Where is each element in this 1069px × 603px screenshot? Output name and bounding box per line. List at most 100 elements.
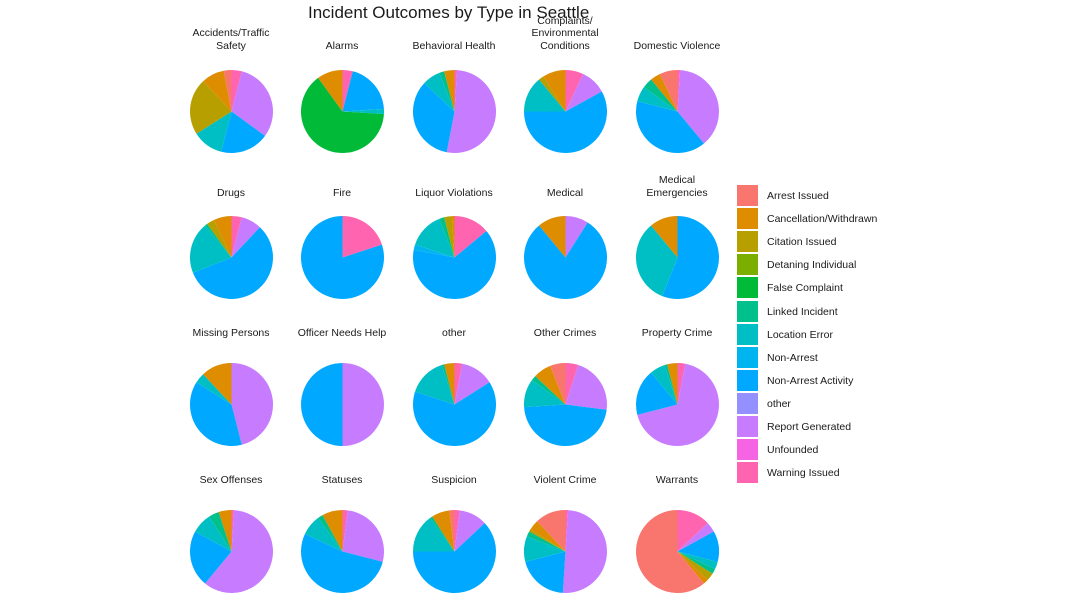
slice-domestic-violence-linked-incident	[643, 79, 677, 111]
slice-behavioral-health-report-generated	[446, 69, 496, 153]
slice-behavioral-health-warning-issued	[454, 69, 457, 111]
slice-warrants-arrest-issued	[635, 509, 704, 593]
slice-fire-warning-issued	[342, 215, 382, 257]
facet-label-complaints-environmental-conditions: Complaints/Environmental Conditions	[531, 14, 599, 52]
slice-violent-crime-cancellation-withdrawn	[529, 520, 565, 551]
slice-other-crimes-non-arrest-activity	[523, 404, 607, 446]
slice-liquor-violations-non-arrest	[413, 244, 454, 257]
legend-item-citation-issued: Citation Issued	[737, 230, 937, 253]
slice-property-crime-cancellation-withdrawn	[666, 362, 677, 404]
slice-liquor-violations-location-error	[414, 218, 454, 257]
slice-statuses-non-arrest-activity	[300, 533, 383, 593]
slice-sex-offenses-cancellation-withdrawn	[218, 509, 231, 551]
slice-violent-crime-non-arrest-activity	[524, 551, 565, 593]
pie-domestic-violence	[635, 69, 719, 153]
pie-statuses	[300, 509, 384, 593]
slice-liquor-violations-warning-issued	[454, 215, 486, 257]
pie-chart-grid: Accidents/Traffic Safety Alarms Behavioral …	[189, 14, 720, 593]
slice-domestic-violence-arrest-issued	[659, 69, 677, 111]
legend-item-detaning-individual: Detaning Individual	[737, 253, 937, 276]
legend-label-arrest-issued: Arrest Issued	[767, 190, 829, 202]
legend-item-arrest-issued: Arrest Issued	[737, 184, 937, 207]
slice-liquor-violations-citation-issued	[443, 215, 454, 257]
slice-violent-crime-arrest-issued	[536, 509, 565, 551]
slice-other-crimes-warning-issued	[565, 362, 578, 404]
pie-accidents-traffic-safety	[189, 69, 273, 153]
legend-item-location-error: Location Error	[737, 323, 937, 346]
slice-other-warning-issued	[454, 362, 462, 404]
slice-statuses-location-error	[304, 517, 342, 551]
facet-label-violent-crime: Violent Crime	[533, 473, 597, 486]
slice-warrants-citation-issued	[677, 551, 713, 580]
legend-key-arrest-issued	[737, 185, 758, 206]
slice-warrants-warning-issued	[677, 509, 708, 551]
slice-alarms-location-error	[342, 108, 384, 114]
slice-alarms-false-complaint	[300, 77, 384, 153]
slice-medical-emergencies-non-arrest-activity	[661, 215, 719, 299]
legend-item-unfounded: Unfounded	[737, 438, 937, 461]
slice-medical-non-arrest-activity	[523, 221, 607, 299]
slice-missing-persons-report-generated	[231, 362, 273, 445]
legend-key-other	[737, 392, 758, 414]
slice-sex-offenses-warning-issued	[231, 509, 234, 551]
legend-label-non-arrest: Non-Arrest	[767, 351, 818, 364]
legend-key-false-complaint	[737, 277, 758, 299]
slice-statuses-report-generated	[342, 509, 384, 562]
slice-behavioral-health-non-arrest-activity	[412, 82, 454, 152]
slice-warrants-location-error	[677, 551, 718, 569]
legend-item-non-arrest: Non-Arrest	[737, 346, 937, 369]
slice-complaints-environmental-conditions-report-generated	[565, 73, 602, 111]
slice-medical-report-generated	[565, 215, 588, 257]
legend-label-other: other	[767, 397, 791, 410]
facet-label-officer-needs-help: Officer Needs Help	[297, 326, 387, 339]
facet-label-property-crime: Property Crime	[641, 326, 713, 339]
slice-drugs-cancellation-withdrawn	[213, 215, 231, 257]
pie-missing-persons	[189, 362, 273, 446]
slice-other-crimes-report-generated	[565, 364, 607, 410]
legend-item-report-generated: Report Generated	[737, 415, 937, 438]
slice-missing-persons-non-arrest-activity	[189, 381, 242, 446]
slice-sex-offenses-location-error	[194, 515, 231, 551]
facet-label-statuses: Statuses	[321, 473, 363, 486]
slice-complaints-environmental-conditions-cancellation-withdrawn	[542, 69, 565, 111]
facet-label-liquor-violations: Liquor Violations	[415, 186, 493, 199]
slice-sex-offenses-non-arrest-activity	[189, 531, 231, 583]
slice-other-crimes-location-error	[523, 379, 565, 407]
legend-label-location-error: Location Error	[767, 328, 833, 341]
chart-title: Incident Outcomes by Type in Seattle	[308, 3, 590, 22]
legend-item-other: other	[737, 392, 937, 415]
facet-label-medical: Medical	[546, 186, 584, 199]
slice-behavioral-health-location-error	[423, 72, 454, 111]
slice-warrants-non-arrest-activity	[677, 531, 719, 562]
pie-violent-crime	[523, 509, 607, 593]
slice-domestic-violence-non-arrest-activity	[635, 100, 704, 153]
slice-liquor-violations-cancellation-withdrawn	[451, 215, 454, 257]
slice-property-crime-linked-incident	[664, 363, 677, 404]
facet-label-other: other	[442, 326, 466, 339]
legend-item-non-arrest-activity: Non-Arrest Activity	[737, 369, 937, 392]
pie-fire	[300, 215, 384, 299]
slice-complaints-environmental-conditions-warning-issued	[565, 69, 583, 111]
pie-drugs	[189, 215, 273, 299]
legend-label-cancellation-withdrawn: Cancellation/Withdrawn	[767, 213, 878, 226]
slice-property-crime-report-generated	[636, 363, 719, 446]
slice-alarms-non-arrest-activity	[342, 70, 384, 111]
slice-property-crime-warning-issued	[677, 362, 685, 404]
facet-label-alarms: Alarms	[325, 39, 359, 52]
legend-key-report-generated	[737, 416, 758, 437]
pie-behavioral-health	[412, 69, 496, 153]
legend-key-non-arrest-activity	[737, 369, 758, 391]
legend-item-false-complaint: False Complaint	[737, 276, 937, 299]
slice-other-crimes-arrest-issued	[549, 362, 565, 404]
slice-suspicion-warning-issued	[454, 509, 460, 551]
slice-statuses-cancellation-withdrawn	[322, 509, 342, 551]
slice-drugs-non-arrest-activity	[192, 226, 273, 299]
facet-label-domestic-violence: Domestic Violence	[633, 39, 721, 52]
pie-suspicion	[412, 509, 496, 593]
slice-domestic-violence-cancellation-withdrawn	[650, 73, 677, 111]
facet-label-other-crimes: Other Crimes	[533, 326, 597, 339]
legend-item-cancellation-withdrawn: Cancellation/Withdrawn	[737, 207, 937, 230]
pie-medical	[523, 215, 607, 299]
slice-other-non-arrest-activity	[412, 381, 496, 446]
pie-officer-needs-help	[300, 362, 384, 446]
